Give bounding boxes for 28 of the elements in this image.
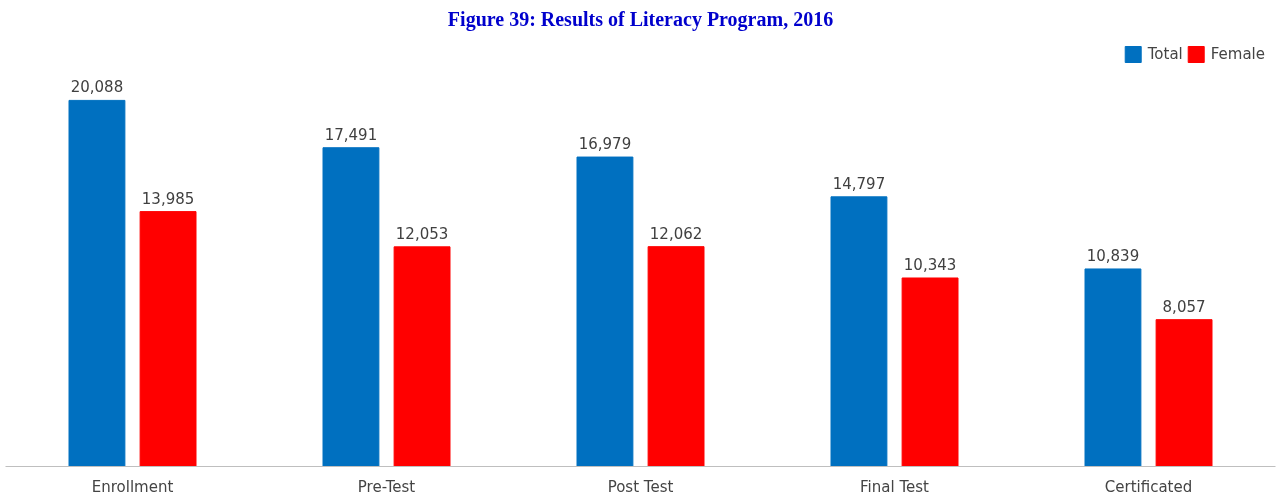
data-label: 20,088 [70, 78, 124, 97]
bar [647, 246, 705, 467]
data-label: 12,053 [395, 224, 449, 243]
bar [901, 277, 959, 467]
data-label: 14,797 [832, 174, 886, 193]
x-tick-label: Pre-Test [357, 477, 416, 496]
x-tick-label: Post Test [607, 477, 674, 496]
chart-title: Figure 39: Results of Literacy Program, 2016 [447, 7, 834, 31]
bar [68, 99, 126, 467]
data-label: 16,979 [578, 135, 632, 154]
data-label: 13,985 [141, 189, 195, 208]
data-label: 10,839 [1086, 246, 1140, 265]
x-tick-label: Final Test [860, 477, 930, 496]
data-label: 17,491 [324, 125, 378, 144]
legend-label: Female [1210, 45, 1265, 63]
legend-label: Total [1147, 45, 1183, 63]
bar [322, 147, 380, 467]
bar [576, 156, 634, 467]
data-label: 10,343 [903, 256, 957, 274]
bar [1155, 319, 1213, 467]
bar [139, 211, 197, 467]
x-tick-label: Certificated [1104, 477, 1193, 496]
data-label: 12,062 [649, 224, 703, 243]
x-tick-label: Enrollment [91, 477, 174, 496]
bar [393, 246, 451, 467]
bar [830, 196, 888, 467]
data-label: 8,057 [1162, 297, 1206, 316]
bar [1084, 268, 1142, 467]
